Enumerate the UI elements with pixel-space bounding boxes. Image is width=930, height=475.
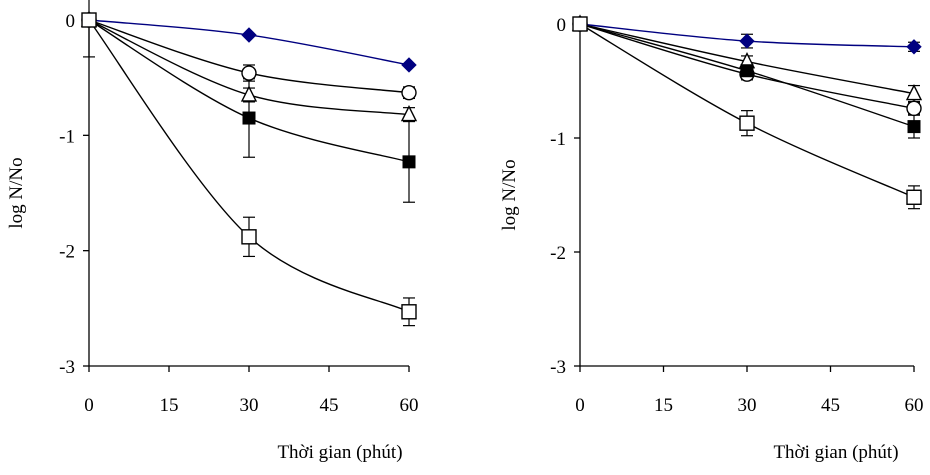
data-point-open-circle (241, 65, 257, 81)
y-tick-label: 0 (557, 15, 567, 36)
data-point-open-circle (401, 84, 417, 101)
series-line-5 (88, 19, 410, 313)
chart-panel-2: 0 -1 -2 -3 0 15 30 45 60 log N/No Thời gian (phút) (499, 14, 924, 463)
data-point-open-square (81, 12, 97, 28)
x-tick-label: 30 (738, 395, 757, 416)
data-point-open-square (241, 229, 257, 245)
y-tick-label: -1 (59, 126, 75, 147)
data-point-open-square (572, 16, 588, 32)
x-tick-label: 60 (400, 395, 419, 416)
y-tick-label: -1 (550, 129, 566, 150)
x-tick-label: 30 (240, 395, 259, 416)
x-tick-label: 45 (821, 395, 840, 416)
y-tick-label: -2 (550, 243, 566, 264)
data-point-filled-diamond (241, 27, 257, 43)
x-tick-label: 0 (575, 395, 585, 416)
data-point-filled-diamond (906, 39, 922, 55)
y-tick-label: -3 (550, 357, 566, 378)
y-tick-label: -2 (59, 242, 75, 263)
data-point-open-circle (906, 100, 922, 117)
y-axis-label: log N/No (499, 159, 520, 230)
x-tick-label: 45 (320, 395, 339, 416)
x-axis-label: Thời gian (phút) (277, 442, 402, 463)
data-point-filled-square (740, 64, 754, 78)
data-point-open-square (739, 115, 755, 131)
x-tick-label: 15 (160, 395, 179, 416)
y-tick-label: -3 (59, 357, 75, 378)
y-axis-label: log N/No (6, 157, 27, 228)
data-point-filled-diamond (401, 57, 417, 73)
data-point-open-triangle (905, 83, 923, 101)
y-tick-label: 0 (66, 11, 76, 32)
data-point-filled-diamond (739, 33, 755, 49)
data-point-filled-square (907, 120, 921, 134)
data-point-open-triangle (400, 105, 418, 122)
data-point-open-square (906, 189, 922, 205)
x-tick-label: 0 (84, 395, 94, 416)
x-tick-label: 60 (905, 395, 924, 416)
x-axis-label: Thời gian (phút) (773, 442, 898, 463)
data-point-open-square (401, 304, 417, 320)
x-tick-label: 15 (654, 395, 673, 416)
data-point-open-triangle (240, 85, 258, 102)
data-point-filled-square (402, 155, 416, 169)
data-point-filled-square (242, 111, 256, 125)
chart-panel-1: 0 -1 -2 -3 0 15 30 45 60 log N/No Thời gian (phút) (6, 0, 419, 463)
